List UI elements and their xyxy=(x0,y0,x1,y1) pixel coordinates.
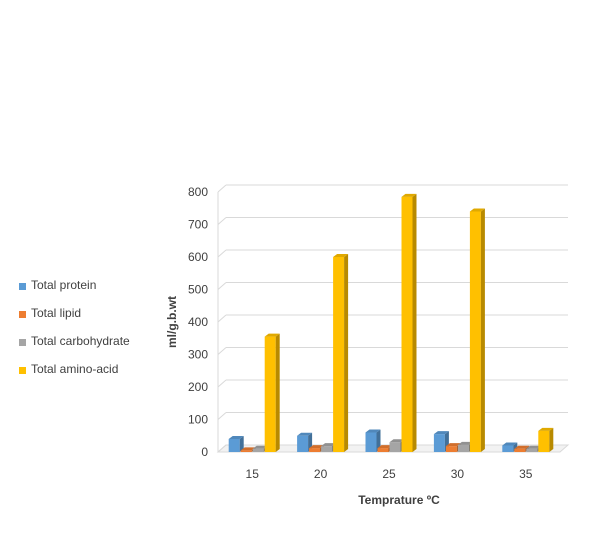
x-axis-title: Temprature ºC xyxy=(358,493,440,507)
bar-front xyxy=(502,445,514,452)
bar-front xyxy=(445,446,457,452)
bar-side xyxy=(376,429,381,452)
bar-top xyxy=(445,443,461,447)
x-tick-label: 15 xyxy=(246,467,260,481)
legend-item: Total lipid xyxy=(19,306,81,320)
bar xyxy=(538,427,554,452)
y-tick-label: 700 xyxy=(188,218,208,232)
legend-swatch xyxy=(19,283,26,290)
bar-side xyxy=(549,427,554,452)
y-tick-label: 800 xyxy=(188,185,208,199)
x-tick-label: 35 xyxy=(519,467,533,481)
bar-side xyxy=(480,208,485,452)
y-tick-label: 100 xyxy=(188,413,208,427)
bar-top xyxy=(502,442,518,446)
bar-front xyxy=(377,448,389,452)
x-tick-label: 25 xyxy=(382,467,396,481)
bar-top xyxy=(377,445,393,449)
bar-top xyxy=(228,436,244,439)
bar-side xyxy=(412,193,417,452)
x-tick-label: 20 xyxy=(314,467,328,481)
bar xyxy=(401,193,417,452)
legend-item: Total protein xyxy=(19,278,96,292)
bar-front xyxy=(433,434,445,452)
bar-top xyxy=(240,447,256,451)
bar-top xyxy=(526,445,542,449)
bar-top xyxy=(433,431,449,435)
bar-front xyxy=(309,448,321,452)
gridline-diagonal xyxy=(217,444,227,453)
gridline-diagonal xyxy=(217,314,227,323)
bar-side xyxy=(344,254,349,452)
bar-front xyxy=(401,196,413,452)
gridline-diagonal xyxy=(217,347,227,355)
bar-front xyxy=(514,448,526,452)
gridline-diagonal xyxy=(217,249,227,258)
bar-front xyxy=(333,257,345,452)
legend-label: Total amino-acid xyxy=(31,362,118,376)
gridline-diagonal xyxy=(217,412,227,420)
bar-top xyxy=(538,427,554,431)
bar xyxy=(264,333,280,452)
bar xyxy=(469,208,485,452)
y-axis-ticks: 0 100 200 300 400 500 600 700 800 xyxy=(188,185,208,459)
bar-front xyxy=(457,444,469,452)
bar-front xyxy=(469,211,481,452)
bar-side xyxy=(239,436,244,452)
y-tick-label: 500 xyxy=(188,283,208,297)
x-axis-ticks: 15 20 25 30 35 xyxy=(246,467,533,481)
y-tick-label: 600 xyxy=(188,250,208,264)
bar-front xyxy=(321,446,333,452)
legend-swatch xyxy=(19,367,26,374)
legend-swatch xyxy=(19,339,26,346)
bar-front xyxy=(365,432,377,452)
bar-front xyxy=(228,439,240,452)
bar-top xyxy=(264,333,280,337)
legend-item: Total amino-acid xyxy=(19,362,118,376)
bars xyxy=(228,193,554,452)
y-tick-label: 300 xyxy=(188,348,208,362)
bar-side xyxy=(275,333,280,452)
bar-top xyxy=(389,439,405,443)
legend-label: Total protein xyxy=(31,278,96,292)
legend-item: Total carbohydrate xyxy=(19,334,130,348)
bar-top xyxy=(457,441,473,445)
bar-top xyxy=(333,254,349,257)
gridline-diagonal xyxy=(217,379,227,388)
gridline-diagonal xyxy=(217,282,227,290)
bar-front xyxy=(526,448,538,452)
bar-top xyxy=(309,445,325,449)
bar xyxy=(228,436,244,452)
bar xyxy=(333,254,349,452)
bar-front xyxy=(240,450,252,452)
legend-label: Total lipid xyxy=(31,306,81,320)
bar-top xyxy=(365,429,381,433)
y-tick-label: 400 xyxy=(188,315,208,329)
bar-front xyxy=(297,435,309,452)
gridline-diagonal xyxy=(217,217,227,225)
bar-front xyxy=(264,336,276,452)
bar-top xyxy=(401,193,417,197)
bar-front xyxy=(538,430,550,452)
bar-front xyxy=(389,442,401,452)
bar-top xyxy=(514,445,530,449)
y-tick-label: 0 xyxy=(201,445,208,459)
bar-top xyxy=(321,443,337,447)
legend-swatch xyxy=(19,311,26,318)
y-axis-title: ml/g.b.wt xyxy=(165,296,179,348)
legend: Total protein Total lipid Total carbohydra… xyxy=(19,278,130,376)
bar-top xyxy=(297,432,313,436)
y-tick-label: 200 xyxy=(188,380,208,394)
bar-front xyxy=(252,448,264,452)
bar-top xyxy=(252,445,268,449)
bar-top xyxy=(469,208,485,212)
x-tick-label: 30 xyxy=(451,467,465,481)
bar xyxy=(365,429,381,452)
legend-label: Total carbohydrate xyxy=(31,334,130,348)
gridline-diagonal xyxy=(217,184,227,193)
